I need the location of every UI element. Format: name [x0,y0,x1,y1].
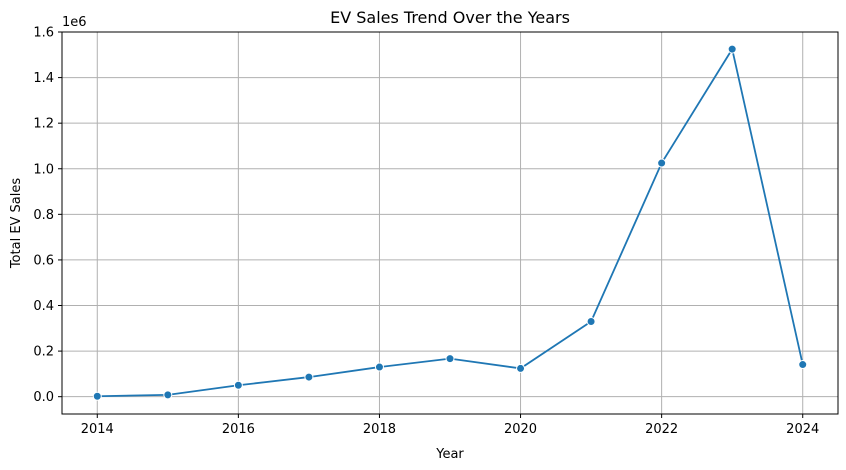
grid-lines [62,31,838,414]
chart-title: EV Sales Trend Over the Years [330,8,570,27]
y-axis-label: Total EV Sales [9,178,24,270]
y-tick-label: 0.4 [33,299,54,314]
x-axis-label: Year [435,447,464,462]
data-point [445,354,455,364]
x-tick-label: 2014 [81,422,114,437]
data-points [92,44,808,401]
data-point [657,158,667,168]
y-tick-label: 1.2 [33,117,54,132]
plot-frame [61,31,839,415]
data-point [92,391,102,401]
x-tick-label: 2022 [645,422,678,437]
x-tick-label: 2020 [504,422,537,437]
data-point [233,380,243,390]
series-line [97,46,804,398]
x-tick-label: 2016 [222,422,255,437]
x-tick-label: 2018 [363,422,396,437]
y-offset-label: 1e6 [62,15,87,30]
data-point [374,362,384,372]
data-point [304,372,314,382]
data-point [586,316,596,326]
y-tick-label: 0.6 [33,253,54,268]
y-tick-label: 0.2 [33,345,54,360]
data-point [798,360,808,370]
axis-ticks: 2014 2016 2018 2020 2022 2024 0.0 0.2 0.4 0.6 0.8 1… [33,26,819,438]
data-point [163,390,173,400]
y-tick-label: 0.0 [33,390,54,405]
y-tick-label: 0.8 [33,208,54,223]
y-tick-label: 1.0 [33,162,54,177]
x-tick-label: 2024 [786,422,819,437]
data-point [727,44,737,54]
data-point [516,363,526,373]
y-tick-label: 1.4 [33,71,54,86]
y-tick-label: 1.6 [33,26,54,41]
